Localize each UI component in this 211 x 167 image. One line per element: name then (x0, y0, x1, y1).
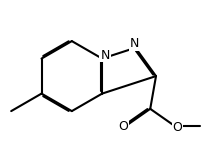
Text: N: N (130, 37, 139, 50)
Text: N: N (100, 49, 110, 62)
Text: O: O (172, 121, 182, 134)
Text: O: O (118, 120, 128, 133)
